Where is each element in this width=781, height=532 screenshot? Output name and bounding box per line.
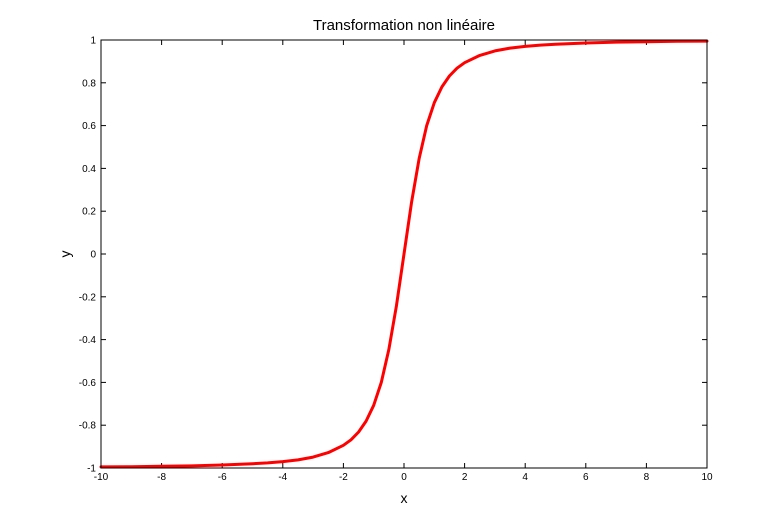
- y-tick-label: 0.4: [82, 164, 96, 175]
- y-tick-label: -0.2: [79, 292, 97, 303]
- x-tick-label: -6: [218, 472, 227, 483]
- x-tick-label: 0: [401, 472, 407, 483]
- x-tick-label: 8: [644, 472, 650, 483]
- x-tick-label: -10: [94, 472, 109, 483]
- y-tick-label: 0: [90, 250, 96, 261]
- y-tick-label: -1: [87, 464, 96, 475]
- x-tick-label: 10: [701, 472, 713, 483]
- y-tick-label: 0.8: [82, 78, 96, 89]
- x-tick-label: -4: [278, 472, 287, 483]
- x-tick-label: -8: [157, 472, 166, 483]
- y-tick-label: -0.6: [79, 378, 97, 389]
- axes-frame: [100, 39, 708, 469]
- x-tick-label: -2: [339, 472, 348, 483]
- x-tick-label: 2: [462, 472, 468, 483]
- series-line: [99, 39, 709, 469]
- y-tick-label: -0.8: [79, 421, 97, 432]
- y-tick-label: -0.4: [79, 335, 97, 346]
- y-tick-label: 1: [90, 36, 96, 47]
- y-tick-label: 0.2: [82, 207, 96, 218]
- labels-layer: -10 -8 -6 -4 -2 0 2 4 6 8 10 -1 -0.8 -0.6 -0.4 -0.2 0 0.2…: [79, 36, 713, 484]
- chart-title: Transformation non linéaire: [313, 17, 495, 34]
- x-tick-label: 6: [583, 472, 589, 483]
- x-axis-label: x: [401, 490, 408, 506]
- x-tick-label: 4: [522, 472, 528, 483]
- series-layer: [99, 39, 709, 469]
- y-tick-label: 0.6: [82, 121, 96, 132]
- y-axis-label: y: [57, 251, 73, 258]
